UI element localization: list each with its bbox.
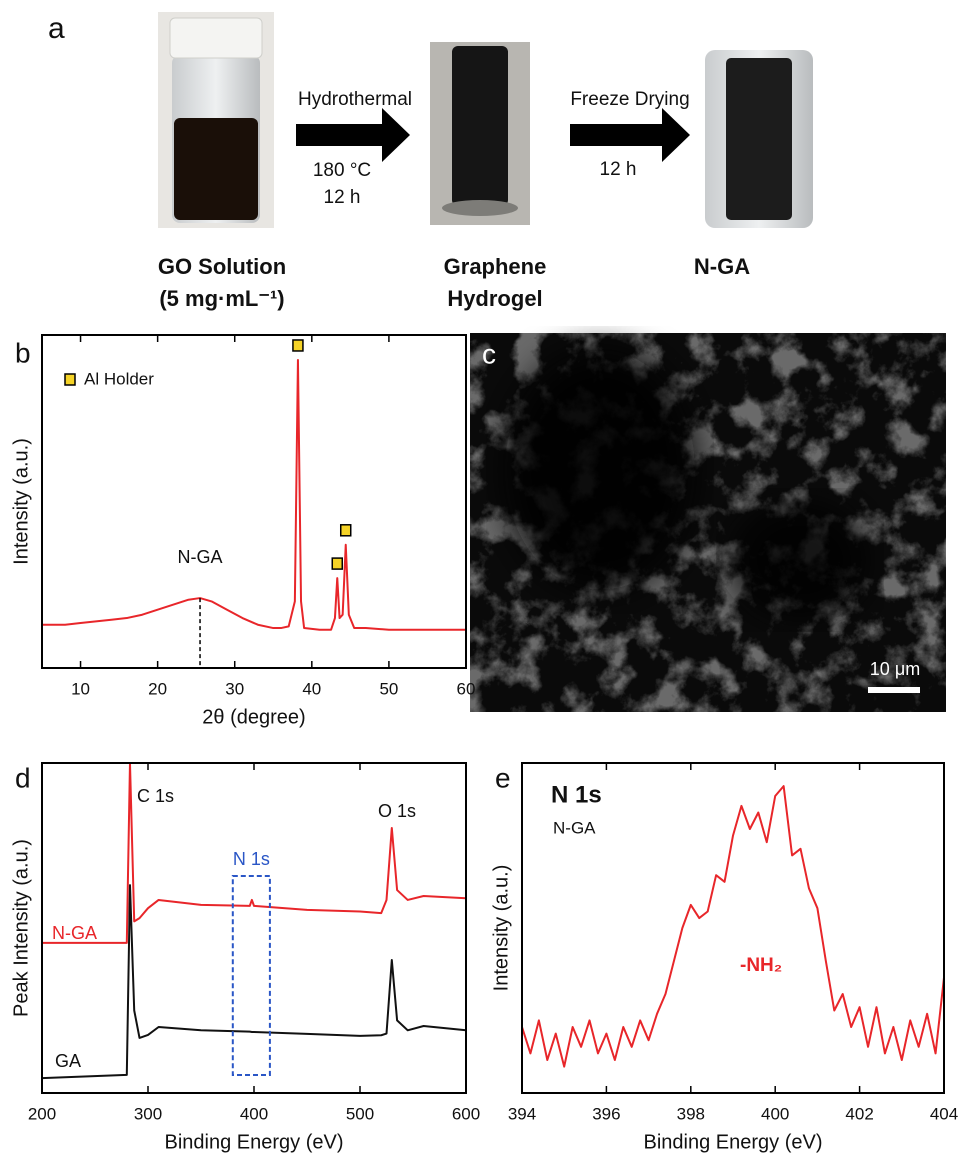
x-tick-label: 394 — [508, 1104, 536, 1123]
peak-annotation: N-GA — [178, 547, 223, 567]
series-label: N-GA — [52, 923, 97, 943]
x-tick-label: 30 — [225, 679, 244, 698]
x-tick-label: 402 — [845, 1104, 873, 1123]
panel-label: e — [495, 762, 511, 793]
arrow-label: Freeze Drying — [570, 89, 689, 110]
caption: Hydrogel — [447, 286, 542, 311]
x-tick-label: 60 — [457, 679, 476, 698]
captions: GO Solution (5 mg·mL⁻¹) Graphene Hydroge… — [158, 254, 750, 311]
arrow-label: 180 °C — [313, 160, 371, 181]
panel-label: d — [15, 762, 31, 793]
x-tick-label: 50 — [379, 679, 398, 698]
series-label: GA — [55, 1051, 81, 1071]
x-axis-label: Binding Energy (eV) — [644, 1131, 823, 1153]
legend-marker — [65, 374, 75, 385]
scale-bar-label: 10 μm — [870, 659, 920, 679]
vial-cap — [170, 18, 262, 58]
x-tick-label: 300 — [134, 1104, 162, 1123]
spectrum-line — [42, 885, 466, 1078]
caption: Graphene — [444, 254, 547, 279]
box-label: N 1s — [233, 849, 270, 869]
peak-label: O 1s — [378, 801, 416, 821]
x-tick-label: 404 — [930, 1104, 958, 1123]
plot-frame — [522, 763, 944, 1093]
x-tick-label: 396 — [592, 1104, 620, 1123]
arrow-label: 12 h — [600, 159, 637, 180]
arrow — [570, 108, 690, 162]
x-axis-label: 2θ (degree) — [202, 706, 305, 728]
hydrogel-photo — [430, 42, 530, 225]
y-axis-label: Intensity (a.u.) — [10, 438, 32, 565]
x-tick-label: 20 — [148, 679, 167, 698]
arrow-label: Hydrothermal — [298, 89, 412, 110]
aerogel — [726, 58, 792, 220]
x-tick-label: 500 — [346, 1104, 374, 1123]
hydrogel — [452, 46, 508, 206]
panel-label: b — [15, 337, 31, 368]
peak-annotation: -NH₂ — [740, 955, 782, 976]
peak-label: C 1s — [137, 786, 174, 806]
arrow — [296, 108, 410, 162]
panel-label: a — [48, 12, 65, 45]
chart-subtitle: N-GA — [553, 818, 596, 837]
x-tick-label: 400 — [240, 1104, 268, 1123]
go-vial — [158, 12, 274, 228]
peak-marker — [341, 525, 351, 536]
legend-label: Al Holder — [84, 369, 154, 388]
hydrogel-base — [442, 200, 518, 216]
peak-marker — [332, 558, 342, 569]
y-axis-label: Intensity (a.u.) — [490, 865, 512, 992]
page: a Hydrothermal 180 °C 12 h Freeze Drying… — [0, 0, 966, 1165]
x-tick-label: 200 — [28, 1104, 56, 1123]
x-tick-label: 398 — [677, 1104, 705, 1123]
panel-label: c — [482, 338, 496, 369]
x-axis-label: Binding Energy (eV) — [165, 1131, 344, 1153]
y-axis-label: Peak Intensity (a.u.) — [10, 839, 32, 1017]
caption: (5 mg·mL⁻¹) — [159, 286, 284, 311]
x-tick-label: 40 — [302, 679, 321, 698]
sem-texture — [470, 333, 946, 712]
sem-image: c 10 μm — [470, 333, 946, 712]
x-tick-label: 600 — [452, 1104, 480, 1123]
spectrum-line — [42, 360, 466, 630]
peak-marker — [293, 340, 303, 351]
vial-liquid — [174, 118, 258, 220]
nga-photo — [705, 50, 813, 228]
chart-title: N 1s — [551, 781, 602, 808]
caption: N-GA — [694, 254, 750, 279]
caption: GO Solution — [158, 254, 286, 279]
arrow-label: 12 h — [324, 187, 361, 208]
x-tick-label: 10 — [71, 679, 90, 698]
figure: a Hydrothermal 180 °C 12 h Freeze Drying… — [0, 0, 966, 1165]
x-tick-label: 400 — [761, 1104, 789, 1123]
